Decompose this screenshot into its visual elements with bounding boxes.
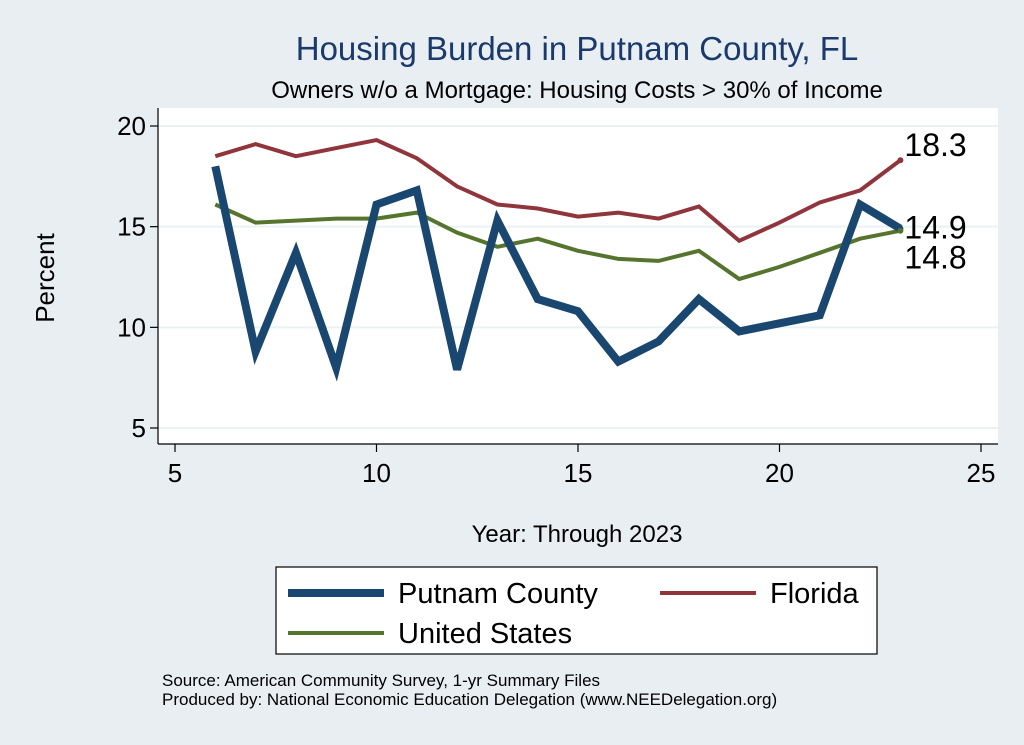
y-tick-label: 15 <box>117 212 146 242</box>
legend-label: Florida <box>770 578 860 610</box>
x-tick-label: 5 <box>168 458 182 488</box>
end-label: 14.9 <box>904 210 966 246</box>
y-tick-label: 20 <box>117 111 146 141</box>
end-marker <box>897 227 904 234</box>
source-notes: Source: American Community Survey, 1-yr … <box>162 671 777 709</box>
series-line-united-states <box>214 202 901 282</box>
source-line: Source: American Community Survey, 1-yr … <box>162 671 601 690</box>
producer-line: Produced by: National Economic Education… <box>162 690 778 709</box>
plot-area <box>158 108 998 444</box>
series-line-putnam-county <box>211 165 903 382</box>
legend-label: United States <box>398 618 572 650</box>
chart-subtitle: Owners w/o a Mortgage: Housing Costs > 3… <box>271 77 883 104</box>
x-ticks: 5 10 15 20 25 <box>168 444 996 488</box>
gridlines <box>158 125 998 429</box>
end-marker <box>897 157 904 164</box>
series-lines <box>211 138 903 382</box>
end-label: 18.3 <box>904 127 966 163</box>
x-tick-label: 20 <box>765 458 794 488</box>
y-ticks: 5 10 15 20 <box>117 111 158 443</box>
y-tick-label: 5 <box>132 413 146 443</box>
end-labels: 14.9 18.3 14.8 <box>897 127 967 276</box>
x-tick-label: 15 <box>564 458 593 488</box>
y-axis-label: Percent <box>30 232 60 322</box>
x-axis-label: Year: Through 2023 <box>472 521 683 548</box>
x-tick-label: 10 <box>362 458 391 488</box>
x-tick-label: 25 <box>967 458 996 488</box>
legend-box <box>275 566 878 655</box>
legend: Putnam County Florida United States <box>288 578 860 650</box>
chart-title: Housing Burden in Putnam County, FL <box>296 30 859 67</box>
y-tick-label: 10 <box>117 312 146 342</box>
legend-label: Putnam County <box>398 578 598 610</box>
chart: Housing Burden in Putnam County, FL Owne… <box>30 30 998 655</box>
series-line-florida <box>214 138 902 244</box>
end-label: 14.8 <box>904 240 966 276</box>
